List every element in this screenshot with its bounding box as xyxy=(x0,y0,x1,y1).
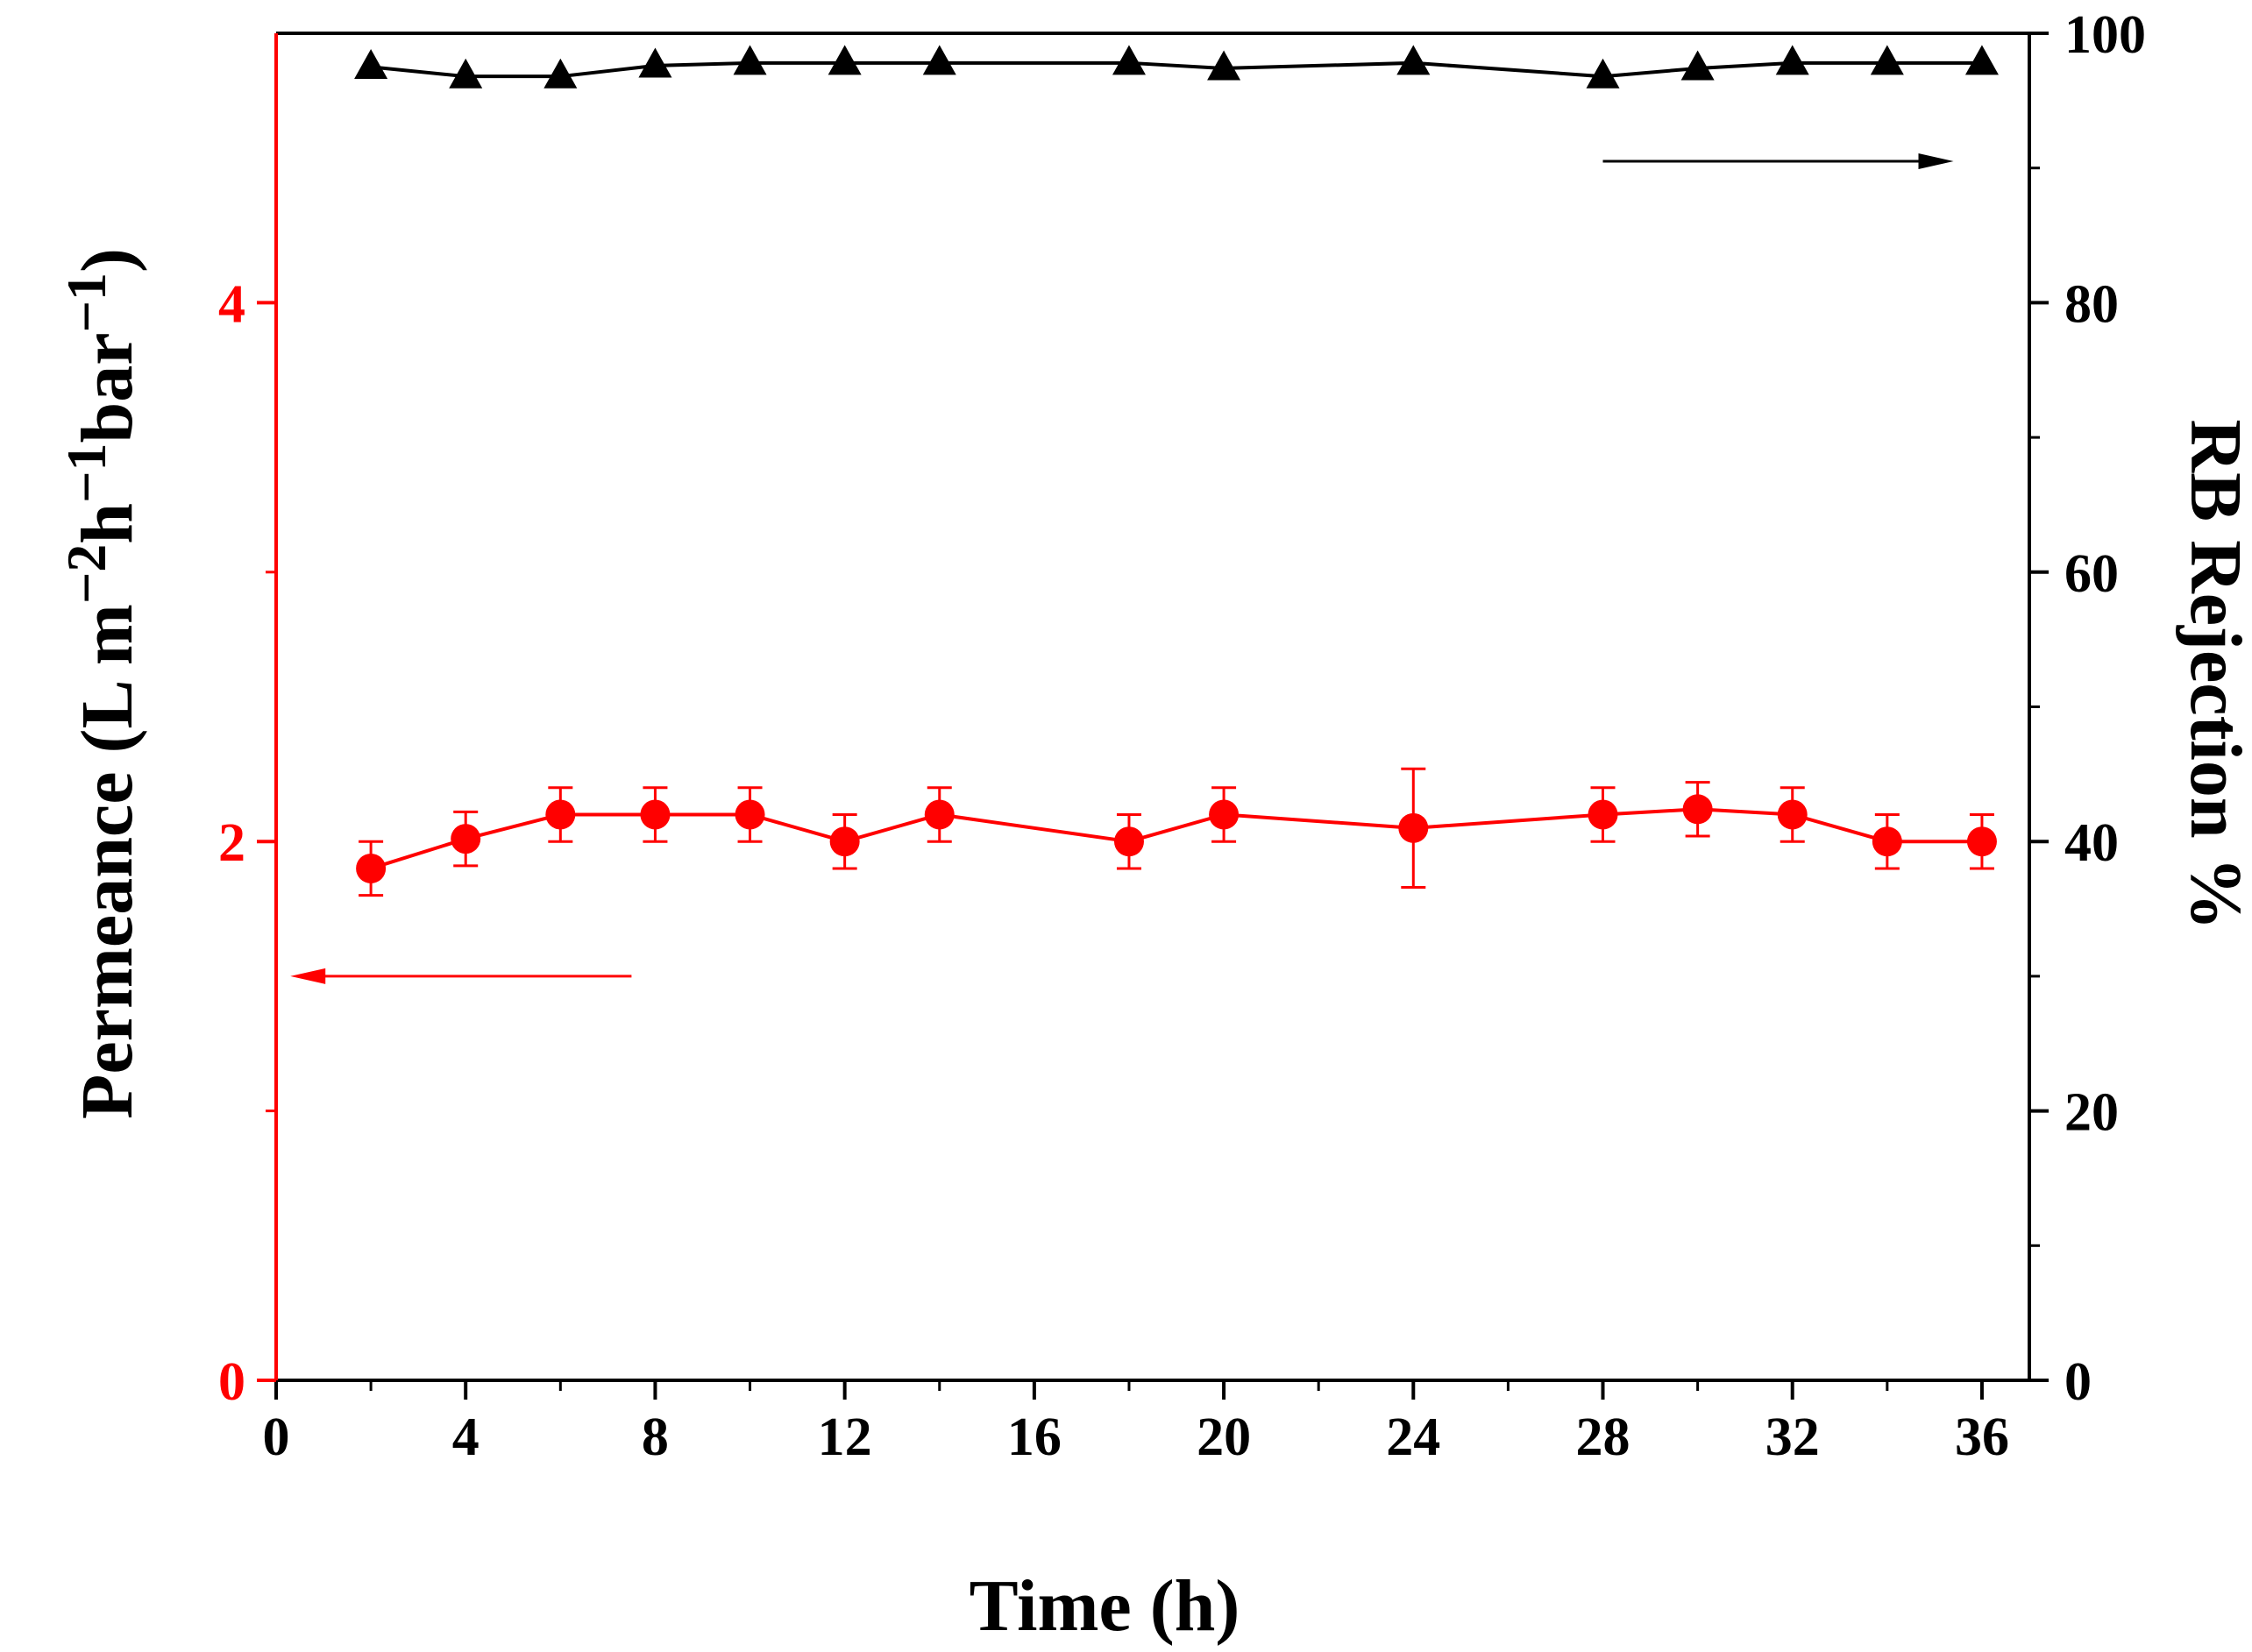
y-left-tick-label-2: 2 xyxy=(218,813,245,873)
point-rejection-24 xyxy=(1396,45,1431,75)
point-rejection-30 xyxy=(1680,50,1715,81)
point-permeance-10 xyxy=(735,799,765,830)
series-rb-rejection xyxy=(354,45,1999,89)
point-permeance-28 xyxy=(1588,799,1618,830)
point-permeance-30 xyxy=(1682,794,1713,825)
x-tick-label-16: 16 xyxy=(1007,1407,1062,1467)
point-permeance-32 xyxy=(1777,799,1808,830)
y-right-tick-label-20: 20 xyxy=(2064,1083,2119,1143)
y-left-tick-label-4: 4 xyxy=(218,274,245,334)
point-rejection-34 xyxy=(1870,45,1904,75)
point-rejection-4 xyxy=(449,58,483,89)
y-axis-right: 0 20 40 60 80 100 xyxy=(2029,5,2146,1412)
point-rejection-6 xyxy=(543,58,578,89)
series-line-0 xyxy=(370,807,1982,870)
point-permeance-2 xyxy=(356,853,387,883)
y-right-tick-label-80: 80 xyxy=(2064,274,2119,334)
point-rejection-10 xyxy=(733,45,767,75)
y-left-title-part-5: −1 xyxy=(55,273,117,332)
x-tick-label-20: 20 xyxy=(1197,1407,1251,1467)
x-tick-label-4: 4 xyxy=(452,1407,480,1467)
y-axis-right-title: RB Rejection % xyxy=(2175,419,2252,930)
x-tick-label-12: 12 xyxy=(818,1407,872,1467)
y-left-title-part-4: bar xyxy=(67,333,148,443)
point-rejection-12 xyxy=(828,45,862,75)
y-axis-left: 0 2 4 xyxy=(218,274,276,1412)
point-permeance-24 xyxy=(1398,812,1429,843)
x-tick-label-36: 36 xyxy=(1955,1407,2009,1467)
y-right-tick-label-40: 40 xyxy=(2064,813,2119,873)
annotation-layer xyxy=(290,153,1954,984)
point-rejection-2 xyxy=(354,49,388,80)
arrow-left xyxy=(290,968,632,984)
x-axis-title: Time (h) xyxy=(970,1565,1240,1647)
y-right-tick-label-100: 100 xyxy=(2064,5,2146,65)
x-tick-label-32: 32 xyxy=(1765,1407,1820,1467)
point-rejection-36 xyxy=(1964,45,1999,75)
series-layer xyxy=(354,45,1999,897)
y-right-tick-label-60: 60 xyxy=(2064,544,2119,604)
point-permeance-8 xyxy=(640,799,671,830)
x-tick-label-0: 0 xyxy=(263,1407,290,1467)
x-tick-label-24: 24 xyxy=(1386,1407,1440,1467)
point-permeance-18 xyxy=(1113,826,1144,857)
point-permeance-34 xyxy=(1872,826,1902,857)
point-permeance-14 xyxy=(924,799,955,830)
y-left-title-part-6: ) xyxy=(67,248,148,273)
y-axis-left-title: Permeance (L m−2h−1bar−1) xyxy=(55,248,148,1119)
point-rejection-32 xyxy=(1775,45,1809,75)
y-left-title-part-1: −2 xyxy=(55,544,117,604)
x-tick-label-8: 8 xyxy=(642,1407,669,1467)
point-rejection-20 xyxy=(1207,50,1241,81)
y-left-title-part-2: h xyxy=(67,503,148,544)
plot-frame xyxy=(274,32,2031,1382)
point-rejection-14 xyxy=(922,45,956,75)
point-rejection-8 xyxy=(638,47,672,78)
arrow-left-head xyxy=(290,968,326,984)
point-permeance-36 xyxy=(1966,826,1997,857)
point-rejection-18 xyxy=(1112,45,1146,75)
series-line-1 xyxy=(370,60,1982,79)
point-rejection-28 xyxy=(1586,58,1620,89)
arrow-right-head xyxy=(1918,153,1954,170)
y-left-tick-label-0: 0 xyxy=(218,1352,245,1412)
series-permeance xyxy=(356,767,1997,897)
point-permeance-12 xyxy=(829,826,860,857)
point-permeance-20 xyxy=(1209,799,1240,830)
y-left-title-part-0: Permeance (L m xyxy=(67,604,148,1119)
arrow-right xyxy=(1602,153,1954,170)
point-permeance-4 xyxy=(451,824,481,854)
x-tick-label-28: 28 xyxy=(1576,1407,1630,1467)
x-axis: 0 4 8 12 16 20 24 28 32 36 xyxy=(263,1380,2009,1467)
y-right-tick-label-0: 0 xyxy=(2064,1352,2092,1412)
y-left-title-part-3: −1 xyxy=(55,443,117,503)
point-permeance-6 xyxy=(545,799,576,830)
